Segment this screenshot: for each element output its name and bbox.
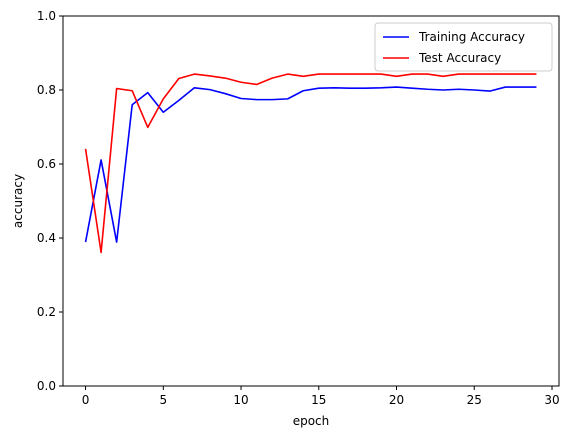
x-tick-label: 10 (233, 393, 248, 407)
x-axis-ticks: 0 5 10 15 20 25 30 (82, 386, 560, 407)
legend-label-test-accuracy: Test Accuracy (418, 51, 501, 65)
x-tick-label: 0 (82, 393, 90, 407)
y-tick-label: 0.4 (37, 231, 56, 245)
y-axis-label: accuracy (11, 174, 25, 228)
x-tick-label: 5 (159, 393, 167, 407)
legend-box (374, 22, 553, 72)
y-tick-label: 0.2 (37, 305, 56, 319)
legend: Training Accuracy Test Accuracy (374, 22, 553, 72)
x-tick-label: 30 (544, 393, 559, 407)
x-tick-label: 15 (311, 393, 326, 407)
plot-frame (62, 15, 560, 387)
x-tick-label: 20 (389, 393, 404, 407)
series-layer (84, 73, 537, 254)
legend-label-training-accuracy: Training Accuracy (418, 30, 525, 44)
y-tick-label: 0.8 (37, 83, 56, 97)
y-axis-ticks: 0.0 0.2 0.4 0.6 0.8 1.0 (37, 9, 63, 393)
x-tick-label: 25 (467, 393, 482, 407)
y-tick-label: 0.0 (37, 379, 56, 393)
series-line-test-accuracy (84, 73, 537, 254)
series-line-training-accuracy (84, 86, 537, 243)
x-axis-label: epoch (293, 414, 330, 428)
y-tick-label: 1.0 (37, 9, 56, 23)
y-tick-label: 0.6 (37, 157, 56, 171)
